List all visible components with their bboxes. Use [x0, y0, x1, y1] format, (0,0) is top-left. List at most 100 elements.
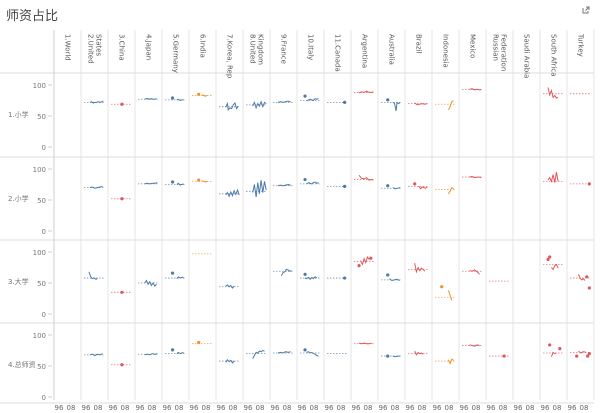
x-tick-label: 96 [460, 404, 469, 412]
column-header: States [95, 34, 103, 57]
column-header: 1.World [64, 34, 72, 61]
x-tick-label: 08 [202, 404, 211, 412]
x-tick-label: 96 [55, 404, 64, 412]
row-label: 3.大学 [8, 277, 29, 286]
x-tick-label: 08 [175, 404, 184, 412]
x-tick-label: 96 [136, 404, 145, 412]
data-point [120, 102, 124, 106]
series-line [306, 98, 319, 102]
x-tick-label: 08 [229, 404, 238, 412]
series-line [358, 90, 374, 94]
data-point [170, 271, 175, 275]
row-label: 1.小学 [8, 110, 29, 119]
data-point [587, 182, 591, 186]
series-line [550, 351, 557, 357]
series-line [252, 100, 267, 110]
series-line [578, 350, 587, 354]
series-line [389, 278, 400, 282]
data-point [548, 343, 552, 347]
series-line [577, 274, 586, 281]
series-line [447, 186, 454, 195]
y-tick-label: 50 [37, 113, 46, 121]
column-header: 6.India [199, 34, 207, 58]
data-point [197, 92, 201, 96]
y-tick-label: 50 [37, 280, 46, 288]
data-point [587, 352, 591, 356]
data-point [586, 354, 590, 358]
series-line [469, 269, 480, 275]
series-line [469, 344, 480, 347]
y-tick-label: 0 [42, 394, 46, 402]
y-tick-label: 50 [37, 197, 46, 205]
column-header: 3.China [118, 34, 126, 61]
column-header: 10.Italy [307, 34, 315, 60]
series-line [414, 102, 428, 106]
data-point [440, 285, 444, 289]
x-tick-label: 08 [391, 404, 400, 412]
y-tick-label: 0 [42, 228, 46, 236]
x-tick-label: 08 [94, 404, 103, 412]
series-line [277, 183, 291, 187]
x-tick-label: 08 [418, 404, 427, 412]
series-line [252, 180, 267, 197]
series-line [176, 276, 184, 280]
series-line [358, 342, 372, 345]
x-tick-label: 08 [445, 404, 454, 412]
column-header: Turkey [577, 33, 585, 57]
column-header: Indonesia [442, 34, 450, 68]
x-tick-label: 96 [109, 404, 118, 412]
data-point [357, 264, 361, 268]
series-line [414, 263, 426, 274]
x-tick-label: 08 [499, 404, 508, 412]
column-header: 8.United [249, 34, 257, 64]
data-point [386, 98, 390, 102]
column-header: 7.Korea, Rep [226, 34, 234, 79]
x-tick-label: 96 [271, 404, 280, 412]
data-point [386, 273, 390, 277]
series-line [360, 255, 370, 266]
series-line [176, 98, 184, 102]
series-line [277, 100, 291, 103]
y-tick-label: 50 [37, 363, 46, 371]
series-line [469, 175, 482, 179]
column-header: 5.Germany [172, 34, 180, 73]
data-point [502, 354, 506, 358]
y-tick-label: 100 [33, 166, 46, 174]
column-header: Argentina [361, 34, 369, 68]
series-line [89, 185, 103, 189]
data-point [303, 177, 307, 182]
series-line [201, 180, 208, 183]
series-line [176, 351, 184, 355]
external-link-icon[interactable] [581, 5, 591, 15]
data-point [585, 275, 589, 279]
chart-title: 师资占比 [6, 9, 59, 24]
series-line [469, 88, 482, 91]
series-line [392, 355, 401, 358]
column-header: Brazil [415, 34, 423, 54]
x-tick-label: 96 [190, 404, 199, 412]
column-header: Mexico [469, 34, 477, 58]
column-header: 4.Japan [145, 34, 153, 60]
series-line [176, 182, 184, 186]
series-line [306, 351, 319, 357]
x-tick-label: 08 [553, 404, 562, 412]
series-line [144, 98, 157, 100]
data-point [413, 182, 417, 186]
series-line [304, 276, 318, 281]
y-tick-label: 0 [42, 311, 46, 319]
column-header: Saudi Arabia [523, 34, 531, 78]
series-line [447, 290, 453, 301]
y-tick-label: 100 [33, 249, 46, 257]
series-line [88, 271, 98, 280]
series-line [225, 358, 235, 364]
row-label: 2.小学 [8, 194, 29, 203]
x-tick-label: 96 [163, 404, 172, 412]
series-line [447, 358, 454, 365]
series-line [418, 186, 428, 190]
series-line [392, 187, 401, 190]
data-point [303, 94, 307, 98]
series-line [358, 174, 374, 181]
data-point [548, 255, 552, 259]
series-line [551, 263, 559, 271]
row-label: 4.总师资 [8, 360, 36, 369]
